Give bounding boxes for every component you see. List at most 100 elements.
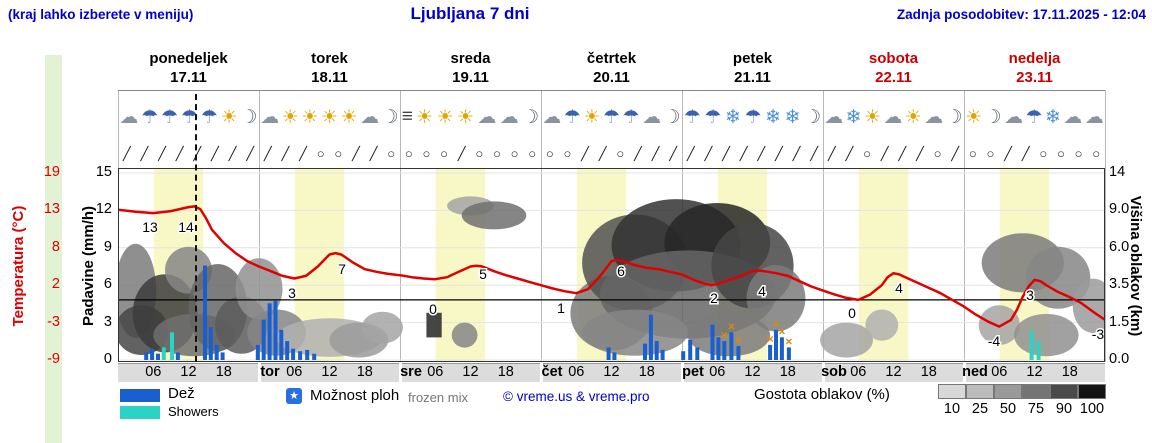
day-name: četrtek (586, 50, 637, 67)
cloud-blob (865, 309, 899, 341)
wind-symbol-row: ╱ ╱ ╱ ╱ ╱ ╱ ╱ ╱ (682, 141, 823, 166)
wind-barb-icon: ╱ (352, 145, 360, 161)
weather-icon-row: ☁ ❄ ☀ ☁ ☀ ☁ ☽ (823, 95, 964, 139)
weather-icon-row: ☁ ☂ ☀ ☂ ☂ ☁ ☽ (541, 95, 682, 139)
cloud-icon: ☁ (360, 106, 380, 128)
wind-symbol-row: ╱ ╱ ╱ ○ ○ ╱ ╱ ○ (259, 141, 400, 166)
day-name: sreda (450, 50, 491, 67)
precip-axis-tick: 9 (103, 238, 112, 255)
shower-chance-label: Možnost ploh (310, 387, 400, 404)
day-date: 18.11 (311, 69, 348, 86)
day-separator-line (541, 90, 542, 362)
wind-barb-icon: ╱ (369, 145, 378, 161)
day-name: ponedeljek (149, 50, 228, 67)
day-separator-line (1105, 90, 1106, 362)
xaxis-strip-gap (681, 363, 684, 382)
calm-wind-icon: ○ (986, 146, 995, 161)
frozen-mix-mark: × (767, 332, 774, 346)
xaxis-hour-label: 12 (1026, 364, 1043, 380)
last-update: Zadnja posodobitev: 17.11.2025 - 12:04 (896, 7, 1146, 22)
frozen-mix-mark: × (778, 324, 785, 338)
rain-bar (786, 347, 791, 360)
xaxis-hour-label: 12 (321, 364, 338, 380)
xaxis-strip-gap (822, 363, 825, 382)
wind-symbol-row: ╱ ╱ ╱ ╱ ╱ ╱ ╱ ╱ (118, 141, 259, 166)
precip-axis-title: Padavine (mm/h) (80, 205, 97, 327)
cloud-density-scale-box (994, 384, 1022, 399)
rain-bar (208, 327, 213, 360)
sun-icon: ☀ (965, 106, 983, 128)
rain-bar (291, 348, 296, 360)
wind-symbol-row: ○ ○ ╱ ╱ ○ ○ ○ ○ (964, 141, 1105, 166)
wind-barb-icon: ╱ (281, 145, 290, 161)
cloud-icon: ☁ (477, 106, 497, 128)
cloud-density-scale-value: 10 (943, 401, 961, 417)
xaxis-day-label: ned (962, 364, 988, 380)
wind-barb-icon: ╱ (686, 145, 695, 161)
temp-value-label: 4 (758, 283, 766, 299)
showers-label: Showers (168, 404, 219, 419)
fog-icon: ≡ (401, 106, 413, 127)
precip-axis-tick: 3 (103, 313, 112, 330)
temp-axis-tick: 13 (43, 201, 60, 218)
temp-value-label: 3 (288, 285, 296, 301)
temp-value-label: 6 (617, 263, 625, 279)
wind-symbol-row: ╱ ╱ ○ ╱ ╱ ╱ ○ ╱ (823, 141, 964, 166)
calm-wind-icon: ○ (1092, 146, 1101, 161)
wind-barb-icon: ╱ (792, 145, 801, 161)
temp-value-label: 1 (557, 300, 565, 316)
rain-icon: ☂ (1025, 106, 1043, 128)
xaxis-hour-label: 18 (638, 364, 655, 380)
precip-axis-tick: 0 (103, 351, 112, 367)
temp-value-label: 2 (710, 290, 718, 306)
day-date: 19.11 (452, 69, 489, 86)
rain-bar (654, 341, 659, 360)
rain-icon: ☂ (744, 106, 762, 128)
rain-bar (298, 351, 303, 360)
sun-icon: ☀ (583, 106, 601, 128)
precip-axis-tick: 12 (95, 201, 112, 218)
day-separator-line (964, 90, 965, 362)
rain-bar (643, 343, 647, 360)
xaxis-hour-label: 06 (427, 364, 444, 380)
calm-wind-icon: ○ (1056, 146, 1065, 161)
moon-icon: ☽ (945, 106, 963, 128)
cloud-density-scale-box (1022, 384, 1050, 399)
temperature-axis-title: Temperatura (°C) (10, 205, 27, 327)
day-name: nedelja (1008, 50, 1061, 67)
sun-icon: ☀ (416, 106, 434, 128)
wind-barb-icon: ╱ (651, 145, 660, 161)
cloud-blob (361, 311, 403, 344)
rain-bar (312, 353, 317, 360)
rain-icon: ☂ (622, 106, 640, 128)
moon-icon: ☽ (663, 106, 681, 128)
moon-icon: ☽ (522, 106, 540, 128)
rain-swatch (120, 389, 160, 402)
cloud-blob (978, 305, 1020, 345)
shower-bar (1036, 341, 1041, 360)
cloud-icon: ☁ (119, 106, 139, 128)
rain-bar (156, 353, 160, 360)
cloud-density-scale-value: 90 (1055, 401, 1073, 417)
calm-wind-icon: ○ (863, 146, 871, 161)
weather-icon-row: ☁ ☀ ☀ ☀ ☀ ☁ ☽ (259, 95, 400, 139)
moon-icon: ☽ (984, 106, 1002, 128)
copyright-link[interactable]: © vreme.us & vreme.pro (503, 389, 650, 404)
xaxis-day-label: sre (400, 364, 422, 380)
page-title: Ljubljana 7 dni (410, 4, 530, 23)
wind-barb-icon: ╱ (951, 145, 960, 161)
rain-bar (729, 332, 734, 360)
calm-wind-icon: ○ (475, 146, 484, 161)
sun-icon: ☀ (863, 106, 881, 128)
cloud-height-axis-tick: 9.0 (1109, 201, 1130, 218)
sun-icon: ☀ (457, 106, 475, 128)
wind-symbol-row: ○ ○ ╱ ╱ ○ ╱ ╱ ╱ (541, 141, 682, 166)
cloud-blob (820, 322, 873, 358)
temp-value-label: 7 (338, 261, 346, 277)
xaxis-hour-label: 18 (497, 364, 514, 380)
xaxis-strip (118, 363, 1105, 382)
wind-barb-icon: ╱ (598, 145, 607, 161)
wind-barb-icon: ╱ (634, 145, 642, 161)
